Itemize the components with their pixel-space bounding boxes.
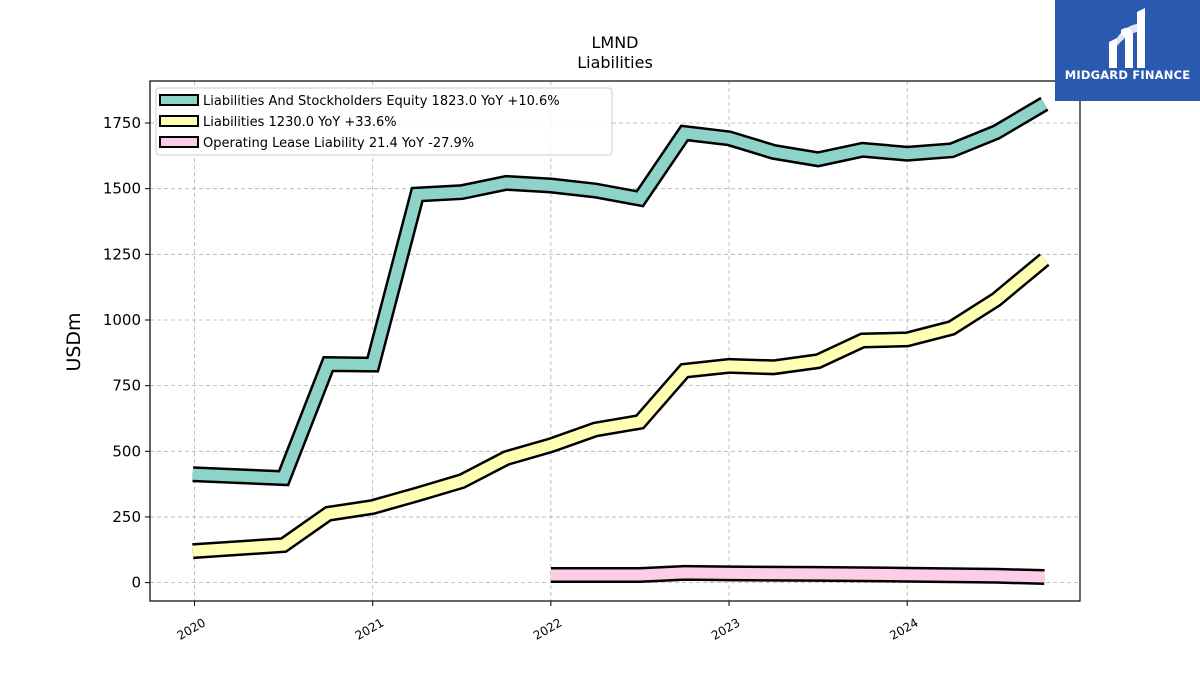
legend-box [155, 87, 613, 156]
y-tick-label: 750 [112, 377, 141, 395]
series-line [192, 99, 1048, 484]
x-tick-label: 2023 [709, 615, 742, 642]
series-line [550, 567, 1045, 583]
y-tick-label: 1000 [103, 311, 141, 329]
series-line [192, 255, 1048, 557]
x-tick-label: 2024 [887, 615, 920, 642]
legend: Liabilities And Stockholders Equity 1823… [155, 87, 613, 156]
x-tick-label: 2021 [353, 615, 386, 642]
plot-frame [149, 80, 1081, 602]
logo-text: MIDGARD FINANCE [1064, 68, 1191, 82]
midgard-finance-logo: MIDGARD FINANCE [1055, 0, 1200, 101]
series-3 [550, 564, 1045, 585]
legend-swatch [159, 136, 199, 148]
series-1 [192, 96, 1049, 487]
chart-subtitle: Liabilities [577, 53, 653, 72]
axes: 0 250 500 750 1000 1250 1500 1750 2020 2021 2022 20… [103, 114, 921, 643]
legend-swatch [159, 94, 199, 106]
y-tick-label: 1750 [103, 114, 141, 132]
y-tick-label: 250 [112, 508, 141, 526]
logo-mark-icon [1109, 8, 1145, 68]
y-tick-label: 0 [131, 574, 141, 592]
legend-swatch [159, 115, 199, 127]
legend-entry-label: Liabilities And Stockholders Equity 1823… [203, 94, 560, 109]
chart-title: LMND [591, 33, 638, 52]
legend-entry-label: Operating Lease Liability 21.4 YoY -27.9… [203, 136, 474, 151]
series-2 [192, 253, 1050, 560]
series-layer [192, 96, 1050, 585]
y-tick-label: 500 [112, 442, 141, 460]
x-tick-label: 2020 [175, 615, 208, 642]
x-tick-label: 2022 [531, 615, 564, 642]
y-tick-label: 1500 [103, 180, 141, 198]
y-axis-label: USDm [63, 312, 85, 371]
y-tick-label: 1250 [103, 245, 141, 263]
legend-entry-label: Liabilities 1230.0 YoY +33.6% [203, 115, 397, 130]
